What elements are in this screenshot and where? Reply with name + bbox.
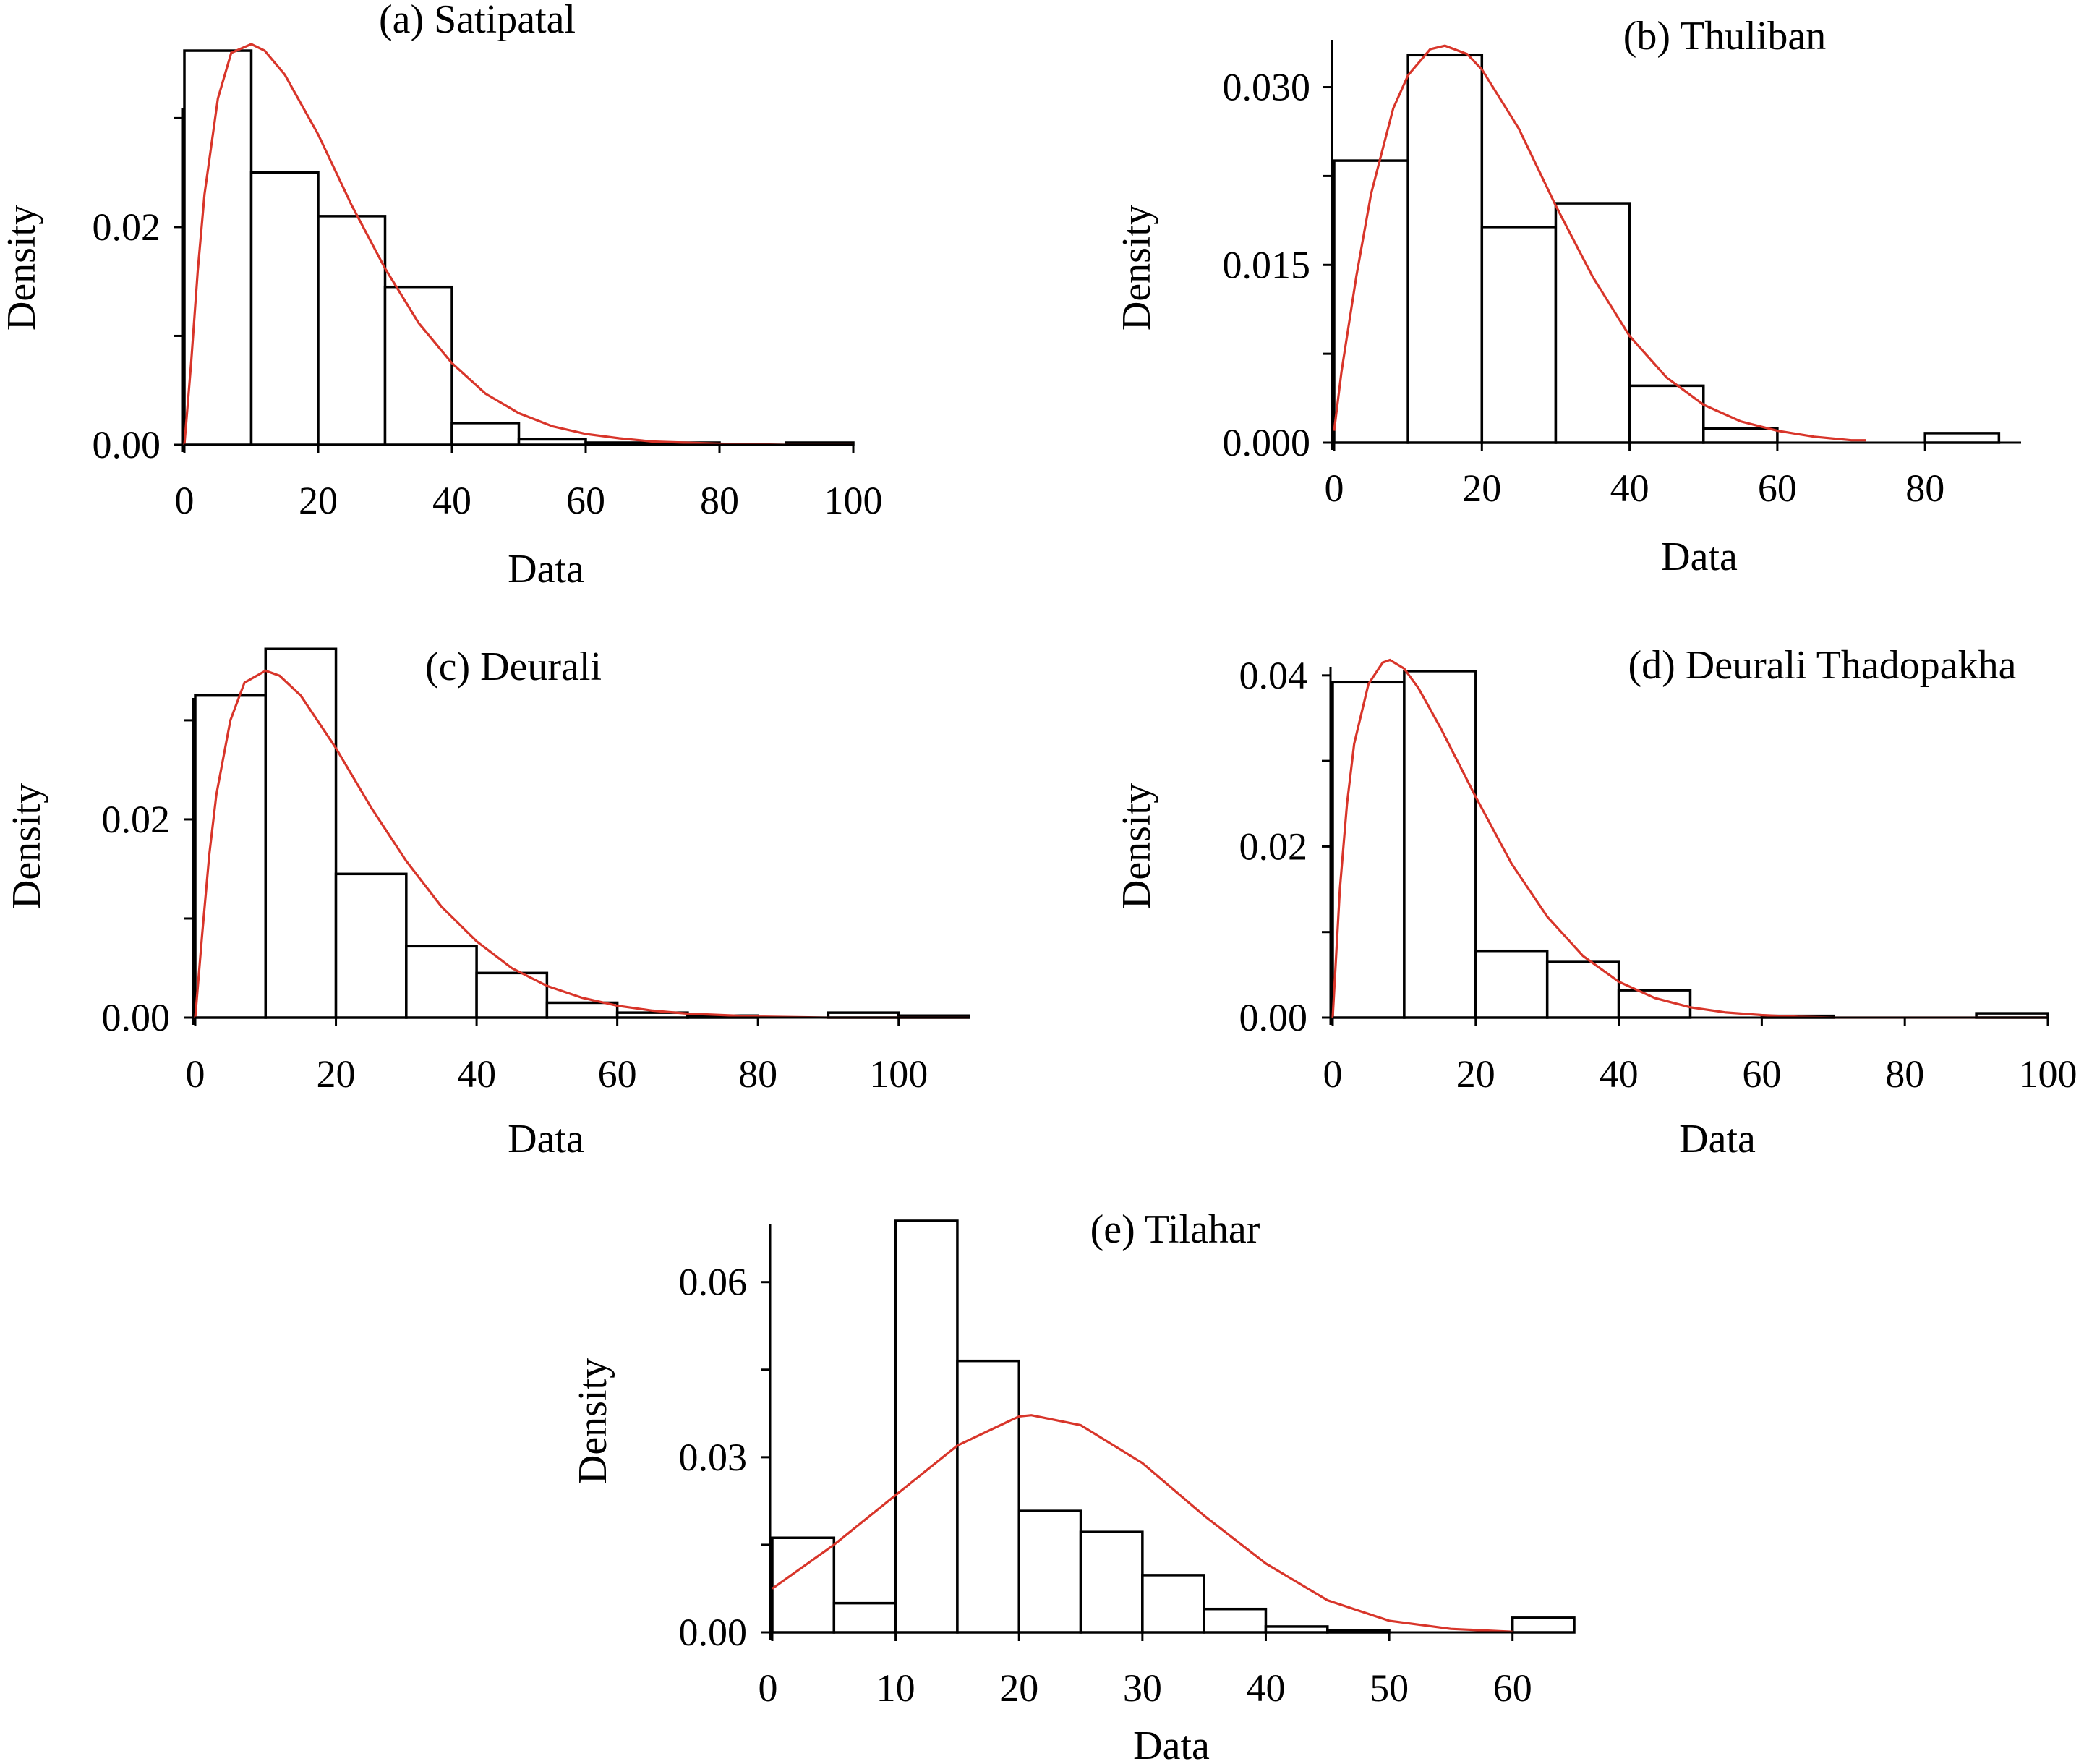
panel-e-bar [1079,1530,1144,1634]
panel-b-x-tick-label: 40 [1610,466,1649,510]
panel-e-x-tick-label: 60 [1493,1666,1532,1710]
panel-b-bar [1923,432,2001,444]
panel-e-x-tick-label: 10 [876,1666,915,1710]
panel-e-x-tick-label: 0 [759,1666,778,1710]
panel-a-y-tick-label: 0.02 [93,205,161,249]
panel-b-y-tick-label: 0.015 [1223,243,1311,286]
panel-e-x-tick-label: 40 [1246,1666,1285,1710]
panel-a-bar [383,285,453,446]
panel-c-x-tick-label: 80 [738,1052,777,1096]
panel-a-x-tick-label: 40 [432,479,471,522]
panel-e-bar [1017,1509,1082,1634]
panel-e-bar [1511,1616,1576,1634]
panel-d-x-tick-label: 20 [1456,1052,1495,1096]
panel-b-bar [1333,159,1409,444]
panel-a-x-tick-label: 100 [824,479,883,522]
panel-e-bar [832,1601,897,1634]
panel-c-bar [264,647,338,1019]
panel-d-x-tick-label: 100 [2019,1052,2077,1096]
panel-e-density-curve [772,1414,1513,1633]
panel-d-x-tick-label: 40 [1600,1052,1639,1096]
panel-d-y-tick-label: 0.02 [1239,825,1308,868]
panel-e-y-tick-label: 0.00 [679,1611,748,1654]
panel-c-bar [194,694,268,1019]
panel-a-bar [317,215,387,446]
panel-e-y-tick-label: 0.06 [679,1261,748,1304]
panel-c-x-tick-label: 100 [869,1052,928,1096]
panel-d-y-tick-label: 0.04 [1239,654,1308,697]
panel-e-bar [1141,1574,1205,1634]
panel-c-xlabel: Data [508,1117,584,1162]
panel-c-bar [405,945,478,1019]
panel-b-x-tick-label: 20 [1462,466,1501,510]
panel-a-x-tick-label: 80 [700,479,739,522]
panel-b-x-tick-label: 80 [1905,466,1944,510]
panel-e-x-tick-label: 50 [1370,1666,1409,1710]
panel-d-bar [1403,670,1477,1019]
panel-a-y-tick-label: 0.00 [93,423,161,466]
panel-b-y-tick-label: 0.000 [1223,421,1311,464]
panel-c-x-tick-label: 0 [186,1052,205,1096]
panel-c-y-tick-label: 0.00 [102,996,171,1039]
panel-b-title: (b) Thuliban [1623,14,1826,59]
panel-e-bar [1203,1607,1268,1634]
panel-a-bar [450,422,521,446]
panel-b-x-tick-label: 60 [1758,466,1797,510]
panel-d-xlabel: Data [1679,1117,1756,1162]
panel-c-x-tick-label: 60 [598,1052,637,1096]
panel-b-bar [1628,384,1705,444]
panel-b-bar [1554,202,1631,444]
panel-a-x-tick-label: 60 [566,479,605,522]
panel-a: (a) Satipatal Data Density 0 20 40 60 80 100 0… [0,0,883,592]
panel-c-x-tick-label: 20 [317,1052,356,1096]
panel-a-xlabel: Data [508,547,584,592]
panel-a-x-tick-label: 20 [299,479,338,522]
panel-b-bar [1480,226,1558,444]
panel-e-x-tick-label: 20 [999,1666,1038,1710]
panel-e-ylabel: Density [571,1358,615,1484]
panel-c: (c) Deurali Data Density 0 20 40 60 80 100 0.0… [4,644,970,1162]
panel-c-bar [545,1001,619,1019]
panel-d-bar [1474,949,1549,1019]
panel-c-title: (c) Deurali [425,644,602,689]
panel-a-title: (a) Satipatal [379,0,576,42]
panel-b-bar [1702,427,1779,444]
panel-c-bar [334,872,408,1019]
panel-d-y-tick-label: 0.00 [1239,996,1308,1039]
panel-a-bar [249,171,320,446]
panel-d-ylabel: Density [1114,783,1159,909]
panel-e-bar [894,1219,959,1634]
panel-d-x-tick-label: 80 [1885,1052,1924,1096]
panel-d-x-tick-label: 0 [1323,1052,1343,1096]
panel-e-bar [956,1359,1020,1634]
panel-c-x-tick-label: 40 [457,1052,496,1096]
panel-a-bar [183,49,253,446]
panel-c-ylabel: Density [4,783,49,909]
panel-e-title: (e) Tilahar [1090,1207,1260,1252]
panel-c-y-tick-label: 0.02 [102,798,171,841]
panel-e-y-tick-label: 0.03 [679,1436,748,1479]
panel-d-x-tick-label: 60 [1742,1052,1781,1096]
panel-b-ylabel: Density [1114,205,1159,331]
panel-c-density-curve [194,669,969,1019]
panel-e: (e) Tilahar Data Density 0 10 20 30 40 50 60 0.… [571,1207,1576,1764]
panel-e-xlabel: Data [1133,1723,1210,1764]
panel-b-y-tick-label: 0.030 [1223,66,1311,109]
panel-e-bar [771,1536,836,1634]
panel-b-density-curve [1333,44,1866,442]
panel-b: (b) Thuliban Data Density 0 20 40 60 80 0.000… [1114,14,2021,579]
panel-d-density-curve [1331,658,2048,1019]
panel-b-x-tick-label: 0 [1325,466,1344,510]
panel-e-x-tick-label: 30 [1123,1666,1162,1710]
panel-d-title: (d) Deurali Thadopakha [1628,643,2017,688]
panel-b-xlabel: Data [1661,534,1738,579]
panel-d-bar [1545,960,1620,1019]
panel-a-density-curve [183,43,853,446]
panel-a-ylabel: Density [0,205,44,331]
panel-d: (d) Deurali Thadopakha Data Density 0 20 4… [1114,643,2077,1162]
panel-a-x-tick-label: 0 [175,479,195,522]
panel-b-bar [1406,54,1484,444]
